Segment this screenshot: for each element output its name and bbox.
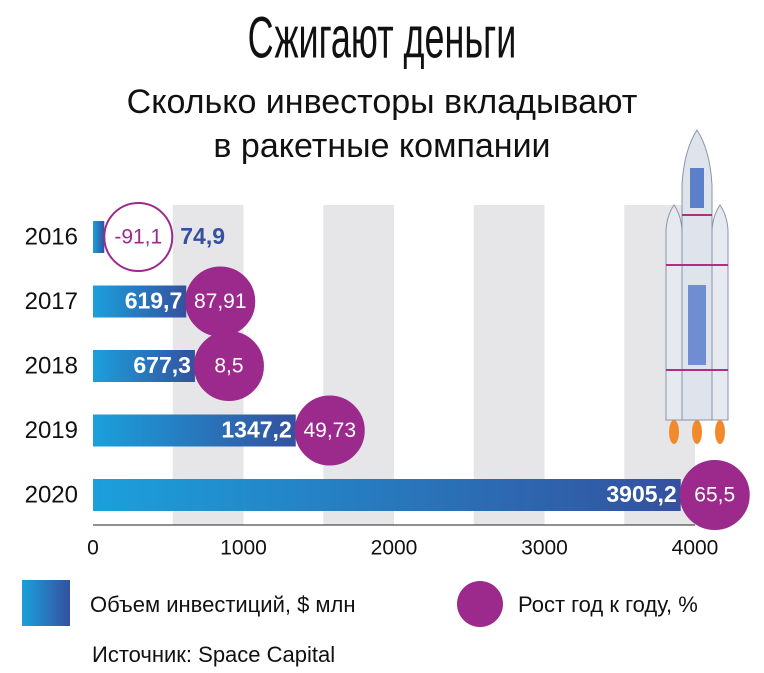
chart-subtitle: в ракетные компании	[213, 127, 550, 165]
growth-label: 87,91	[194, 290, 247, 313]
growth-label: 8,5	[214, 355, 243, 378]
bar	[93, 414, 296, 447]
value-label: 1347,2	[221, 417, 291, 443]
value-label: 677,3	[133, 352, 191, 378]
grid-band	[323, 205, 394, 525]
grid-band	[473, 205, 545, 525]
value-label: 3905,2	[606, 481, 676, 507]
x-tick-label: 3000	[521, 537, 568, 560]
y-tick-label: 2016	[25, 223, 78, 250]
bar	[93, 285, 187, 318]
y-tick-label: 2020	[25, 481, 78, 508]
x-tick-label: 4000	[672, 537, 719, 560]
x-tick-label: 1000	[220, 537, 267, 560]
growth-label: -91,1	[114, 226, 162, 249]
bar	[93, 221, 105, 253]
y-tick-label: 2019	[25, 417, 78, 444]
growth-bubble	[294, 395, 365, 466]
legend-swatch	[22, 580, 70, 626]
growth-label: 65,5	[694, 484, 735, 507]
x-tick-label: 2000	[371, 537, 418, 560]
legend-label: Объем инвестиций, $ млн	[90, 592, 356, 617]
x-tick-label: 0	[87, 537, 99, 560]
legend-swatch	[457, 581, 503, 627]
chart-title: Сжигают деньги	[248, 6, 517, 71]
source-note: Источник: Space Capital	[92, 642, 335, 667]
chart-subtitle: Сколько инвесторы вкладывают	[127, 83, 638, 121]
value-label: 619,7	[125, 288, 183, 314]
growth-bubble	[193, 331, 264, 401]
value-label: 74,9	[180, 223, 225, 249]
rocket-illustration	[665, 129, 729, 444]
growth-bubble	[679, 460, 750, 530]
legend-label: Рост год к году, %	[518, 592, 698, 617]
y-tick-label: 2017	[25, 288, 78, 315]
plot-area: 0 1000 2000 3000 4000 2016 -91,1 74,9 2017 87,91 6…	[25, 202, 750, 560]
growth-bubble	[103, 202, 174, 272]
bar	[93, 350, 195, 382]
bar	[93, 479, 681, 511]
y-tick-label: 2018	[25, 352, 78, 379]
growth-label: 49,73	[303, 419, 356, 442]
